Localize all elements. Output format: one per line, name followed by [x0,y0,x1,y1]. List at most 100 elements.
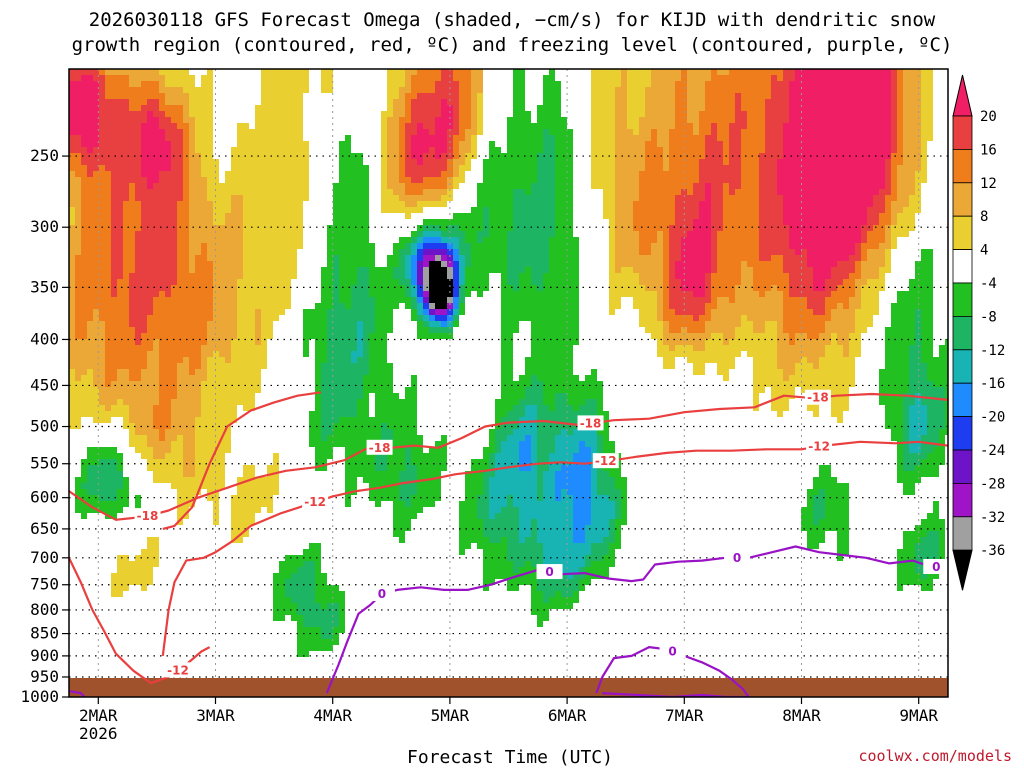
omega-cell [177,399,183,405]
omega-cell [387,159,393,165]
omega-cell [471,99,477,105]
omega-cell [489,249,495,255]
omega-cell [153,99,159,105]
omega-cell [525,435,531,441]
omega-cell [507,333,513,339]
omega-cell [183,135,189,141]
omega-cell [555,285,561,291]
omega-cell [555,375,561,381]
omega-cell [405,249,411,255]
omega-cell [549,423,555,429]
omega-cell [537,393,543,399]
omega-cell [75,333,81,339]
omega-cell [237,141,243,147]
omega-cell [219,321,225,327]
omega-cell [111,141,117,147]
omega-cell [141,81,147,87]
omega-cell [525,141,531,147]
omega-cell [423,291,429,297]
omega-cell [195,483,201,489]
omega-cell [363,339,369,345]
omega-cell [93,75,99,81]
omega-cell [531,273,537,279]
omega-cell [471,93,477,99]
omega-cell [507,189,513,195]
omega-cell [537,243,543,249]
omega-cell [405,195,411,201]
omega-cell [141,153,147,159]
omega-cell [471,231,477,237]
omega-cell [399,447,405,453]
omega-cell [69,171,75,177]
omega-cell [243,273,249,279]
omega-cell [405,159,411,165]
omega-cell [195,129,201,135]
omega-cell [153,261,159,267]
omega-cell [537,435,543,441]
omega-cell [183,69,189,75]
omega-cell [369,279,375,285]
omega-cell [495,501,501,507]
omega-cell [81,147,87,153]
omega-cell [381,351,387,357]
omega-cell [243,531,249,537]
omega-cell [75,423,81,429]
omega-cell [507,231,513,237]
omega-cell [315,615,321,621]
omega-cell [447,291,453,297]
omega-cell [147,567,153,573]
omega-cell [555,603,561,609]
omega-cell [501,339,507,345]
omega-cell [237,381,243,387]
omega-cell [495,225,501,231]
omega-cell [105,189,111,195]
omega-cell [459,99,465,105]
omega-cell [537,423,543,429]
omega-cell [171,207,177,213]
omega-cell [123,249,129,255]
omega-cell [105,237,111,243]
omega-cell [153,537,159,543]
omega-cell [303,177,309,183]
omega-cell [363,207,369,213]
omega-cell [339,441,345,447]
omega-cell [525,495,531,501]
omega-cell [351,387,357,393]
omega-cell [243,267,249,273]
omega-cell [183,465,189,471]
omega-cell [249,333,255,339]
omega-cell [267,69,273,75]
omega-cell [399,507,405,513]
omega-cell [447,309,453,315]
omega-cell [147,273,153,279]
omega-cell [291,135,297,141]
omega-cell [441,231,447,237]
omega-cell [87,87,93,93]
omega-cell [531,315,537,321]
omega-cell [99,93,105,99]
omega-cell [441,141,447,147]
omega-cell [465,69,471,75]
omega-cell [249,297,255,303]
omega-cell [165,351,171,357]
omega-cell [351,477,357,483]
omega-cell [513,267,519,273]
omega-cell [393,447,399,453]
omega-cell [195,393,201,399]
omega-cell [87,507,93,513]
omega-cell [531,531,537,537]
omega-cell [111,387,117,393]
omega-cell [381,381,387,387]
omega-cell [501,333,507,339]
omega-cell [105,453,111,459]
omega-cell [81,237,87,243]
omega-cell [69,399,75,405]
omega-cell [207,405,213,411]
omega-cell [309,591,315,597]
omega-cell [81,411,87,417]
omega-cell [201,177,207,183]
omega-cell [537,207,543,213]
omega-cell [93,411,99,417]
omega-cell [513,567,519,573]
omega-cell [411,435,417,441]
